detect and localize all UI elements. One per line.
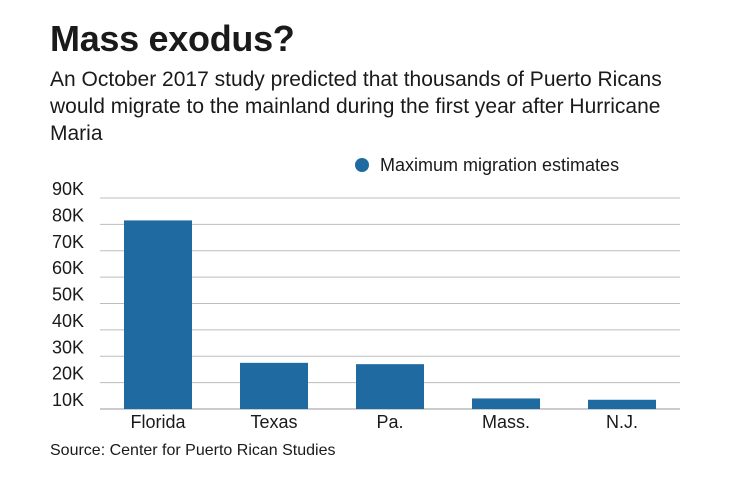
y-tick-label: 60K [52, 258, 84, 278]
source-note: Source: Center for Puerto Rican Studies [50, 442, 336, 459]
y-tick-label: 70K [52, 232, 84, 252]
y-axis-ticks: 10K 20K 30K 40K 50K 60K 70K 80K 90K [52, 179, 84, 410]
y-tick-label: 30K [52, 337, 84, 357]
x-tick-label: Pa. [376, 412, 403, 432]
y-tick-label: 80K [52, 205, 84, 225]
y-tick-label: 20K [52, 364, 84, 384]
x-tick-label: Florida [130, 412, 186, 432]
y-tick-label: 10K [52, 390, 84, 410]
y-tick-label: 50K [52, 285, 84, 305]
y-tick-label: 90K [52, 179, 84, 199]
legend: Maximum migration estimates [355, 155, 619, 175]
x-axis-ticks: Florida Texas Pa. Mass. N.J. [130, 412, 638, 432]
x-tick-label: Texas [250, 412, 297, 432]
bar [240, 362, 308, 409]
bar [356, 364, 424, 409]
legend-marker [355, 158, 369, 172]
chart-subtitle: An October 2017 study predicted that tho… [50, 68, 662, 145]
legend-label: Maximum migration estimates [380, 155, 619, 175]
chart-title: Mass exodus? [50, 18, 295, 59]
bar [124, 220, 192, 409]
x-tick-label: Mass. [482, 412, 530, 432]
y-tick-label: 40K [52, 311, 84, 331]
bar [472, 398, 540, 409]
x-tick-label: N.J. [606, 412, 638, 432]
bars [124, 220, 656, 409]
bar [588, 399, 656, 409]
